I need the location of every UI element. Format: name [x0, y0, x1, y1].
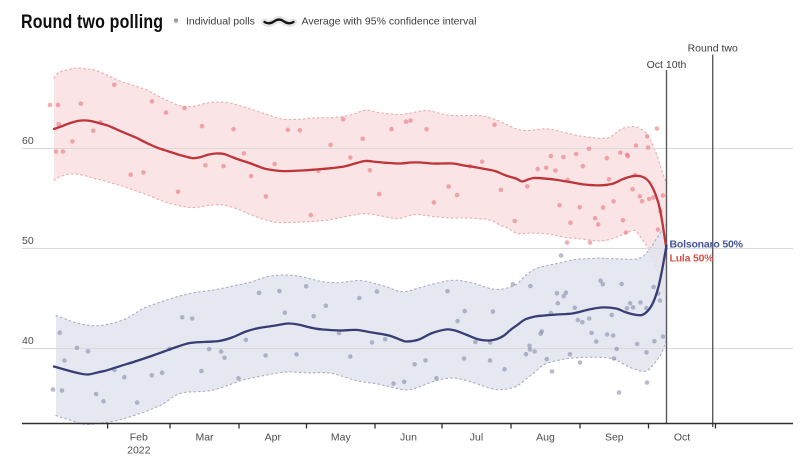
svg-text:Sep: Sep — [605, 432, 624, 444]
svg-text:2022: 2022 — [127, 445, 151, 457]
svg-text:40: 40 — [22, 335, 34, 347]
svg-text:60: 60 — [22, 135, 34, 147]
svg-text:Bolsonaro 50%: Bolsonaro 50% — [670, 239, 744, 251]
svg-text:Feb: Feb — [130, 432, 148, 444]
svg-text:May: May — [331, 432, 352, 444]
svg-text:Aug: Aug — [536, 432, 555, 444]
svg-text:Round two: Round two — [688, 43, 738, 55]
svg-text:Average with 95% confidence in: Average with 95% confidence interval — [302, 16, 477, 28]
svg-text:Jul: Jul — [470, 432, 483, 444]
svg-text:Individual polls: Individual polls — [186, 16, 255, 28]
svg-text:Oct: Oct — [674, 432, 690, 444]
svg-text:Lula 50%: Lula 50% — [670, 253, 715, 265]
svg-text:Apr: Apr — [265, 432, 282, 444]
svg-text:50: 50 — [22, 235, 34, 247]
svg-text:Jun: Jun — [400, 432, 417, 444]
svg-text:Round two polling: Round two polling — [21, 11, 163, 33]
svg-text:Mar: Mar — [195, 432, 214, 444]
svg-text:Oct 10th: Oct 10th — [647, 59, 687, 71]
